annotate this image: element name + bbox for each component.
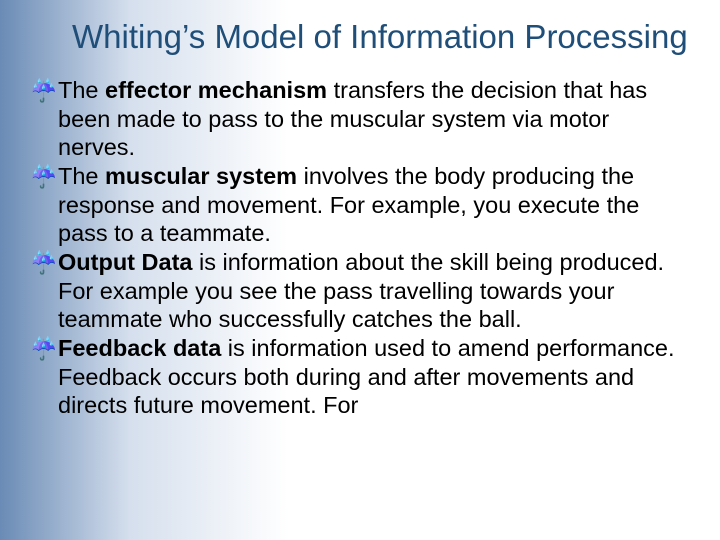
bullet-icon: ☔ xyxy=(30,250,57,277)
slide: Whiting’s Model of Information Processin… xyxy=(0,0,720,540)
bullet-icon: ☔ xyxy=(30,164,57,191)
bullet-text: Output Data is information about the ski… xyxy=(58,249,664,332)
bullet-text: The effector mechanism transfers the dec… xyxy=(58,77,647,160)
list-item: ☔ The muscular system involves the body … xyxy=(30,162,690,248)
list-item: ☔ Feedback data is information used to a… xyxy=(30,334,690,420)
list-item: ☔ The effector mechanism transfers the d… xyxy=(30,76,690,162)
bullet-icon: ☔ xyxy=(30,78,57,105)
bullet-text: Feedback data is information used to ame… xyxy=(58,335,675,418)
bullet-list: ☔ The effector mechanism transfers the d… xyxy=(30,76,690,420)
bullet-text: The muscular system involves the body pr… xyxy=(58,163,639,246)
slide-title: Whiting’s Model of Information Processin… xyxy=(72,18,690,56)
list-item: ☔ Output Data is information about the s… xyxy=(30,248,690,334)
bullet-icon: ☔ xyxy=(30,336,57,363)
